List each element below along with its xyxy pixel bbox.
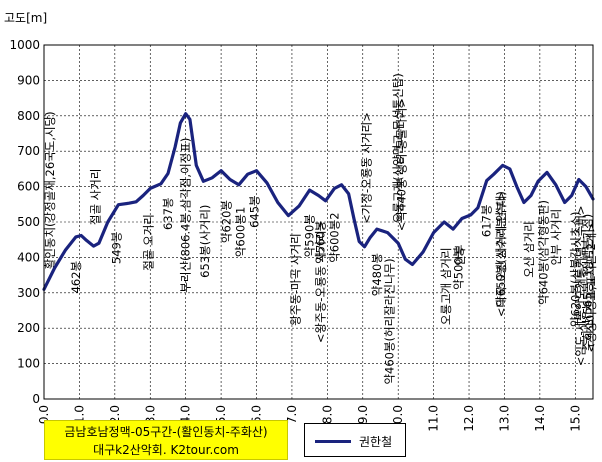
x-tick-label: 7.0	[285, 405, 299, 424]
annotation-label: 645봉	[248, 195, 262, 228]
y-tick-label: 100	[17, 357, 40, 371]
annotation-label: 절골 사거리	[88, 169, 102, 226]
x-axis: 0.0 1.0 2.0 3.0 4.0 5.0 6.0 7.0 8.0 9.0 10.0 11.0 12…	[37, 405, 582, 432]
legend-label: 권한철	[359, 435, 393, 449]
y-tick-label: 600	[17, 180, 40, 194]
annotation-label: 오룡고개 삼거리	[439, 247, 453, 325]
y-tick-label: 500	[17, 215, 40, 229]
y-tick-label: 300	[17, 286, 40, 300]
annotation-label: 653봉(사거리)	[198, 205, 212, 278]
annotation-label: 약640봉(삼각형동판)	[536, 200, 550, 305]
legend: 권한철	[304, 423, 406, 457]
annotation-label: 왕주동-마곡 사거리	[288, 233, 302, 325]
annotation-label: 약590봉	[303, 214, 317, 257]
chart-title-line2: 대구k2산악회. K2tour.com	[93, 443, 239, 457]
chart-title-box: 금남호남정맥-05구간-(활인동치-주화산) 대구k2산악회. K2tour.c…	[44, 420, 288, 460]
annotation-label: 절골 오거리	[141, 214, 155, 271]
x-tick-label: 2.0	[108, 405, 122, 424]
legend-swatch	[315, 440, 351, 443]
annotation-label: 약500봉	[451, 247, 465, 290]
annotation-label: 부리산(806.4봉,삼각점,이정표)	[179, 138, 193, 293]
x-tick-label: 13.0	[497, 405, 511, 432]
annotation-label: 약620봉	[219, 200, 233, 243]
annotation-label: 약620봉(산불감시초소)	[568, 211, 582, 327]
y-tick-label: 1000	[9, 38, 40, 52]
y-tick-label: 0	[32, 392, 40, 406]
annotation-label: <왕주동-오룡동 사거리>	[313, 221, 327, 343]
annotation-label: 617봉	[480, 205, 494, 238]
annotation-label: 안부	[453, 245, 467, 266]
annotation-label: <정상이정표,표지판-2개>	[584, 223, 598, 353]
annotation-label: 549봉	[110, 232, 124, 265]
series-group	[42, 112, 595, 291]
annotation-label: 462봉	[69, 261, 83, 294]
annotation-label: 약480봉	[370, 253, 384, 296]
annotation-label: 약650봉(삼수리분수대)	[494, 191, 508, 307]
annotation-label: 안부 사거리	[549, 209, 563, 266]
annotations: 활인동치(강정골재,26국도,시당) 462봉 절골 사거리 549봉 절골 오거리 63…	[43, 73, 598, 384]
x-tick-label: 6.0	[250, 405, 264, 424]
x-tick-label: 15.0	[568, 405, 582, 432]
x-tick-label: 8.0	[320, 405, 334, 424]
y-axis: 0 100 200 300 400 500 600 700 800 900 1000	[9, 38, 40, 406]
annotation-label: 활인동치(강정골재,26국도,시당)	[43, 111, 57, 269]
x-tick-label: 9.0	[356, 405, 370, 424]
annotation-label: 주화산(565봉,3정맥분기점)	[581, 214, 595, 351]
annotation-label: 약560봉	[313, 221, 327, 264]
y-tick-label: 200	[17, 321, 40, 335]
x-tick-label: 11.0	[427, 405, 441, 432]
annotation-label: <대곡-오산 사거리 안부>	[494, 191, 508, 317]
annotation-label: 637봉	[161, 198, 175, 231]
x-tick-label: 3.0	[143, 405, 157, 424]
grid	[44, 45, 593, 399]
annotation-label: 약460봉(허리잘라진나무)	[382, 258, 396, 384]
y-tick-label: 400	[17, 250, 40, 264]
series-line-0	[42, 112, 595, 291]
chart-title-line1: 금남호남정맥-05구간-(활인동치-주화산)	[64, 425, 268, 439]
annotation-label: 약600봉2	[327, 212, 341, 262]
y-tick-label: 700	[17, 144, 40, 158]
x-tick-label: 0.0	[37, 405, 51, 424]
x-tick-label: 5.0	[214, 405, 228, 424]
x-tick-label: 4.0	[179, 405, 193, 424]
y-axis-label: 고도[m]	[4, 11, 47, 25]
y-tick-label: 900	[17, 73, 40, 87]
annotation-label: <약440봉 생터 통물다기>	[395, 98, 409, 231]
y-tick-label: 800	[17, 109, 40, 123]
x-tick-label: 14.0	[533, 405, 547, 432]
annotation-label: 오룡고개(신양면교,무선통신탑)	[391, 73, 405, 223]
annotation-label: 약600봉1	[234, 207, 248, 257]
annotation-label: <임도-세봉안도계통기념소수비>	[574, 205, 588, 366]
plot-frame	[43, 44, 594, 400]
annotation-label: 오산 삼거리	[522, 221, 536, 278]
annotation-label: <가정-오룡동 사거리>	[359, 112, 373, 224]
x-tick-label: 12.0	[462, 405, 476, 432]
x-tick-label: 1.0	[72, 405, 86, 424]
